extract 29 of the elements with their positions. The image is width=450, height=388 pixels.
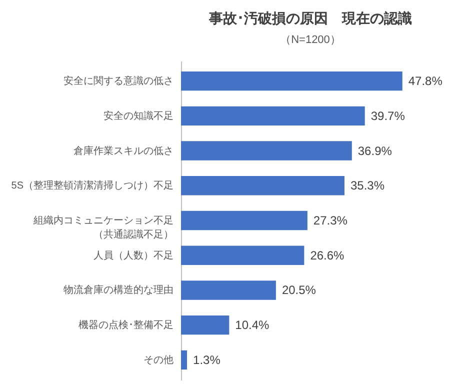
bar [181, 210, 308, 230]
bar [181, 176, 344, 196]
bar [181, 106, 365, 126]
data-label: 10.4% [235, 318, 270, 332]
y-tick-label: 安全の知識不足 [104, 110, 174, 122]
bar [181, 141, 352, 160]
bar [181, 350, 188, 370]
bar [181, 316, 230, 335]
y-tick-label: 組織内コミュニケーション不足（共通認識不足） [32, 214, 174, 240]
chart-title: 事故･汚破損の原因 現在の認識 [208, 10, 412, 26]
y-tick-label: 物流倉庫の構造的な理由 [64, 284, 174, 296]
data-label: 27.3% [313, 214, 348, 228]
y-tick-label: 倉庫作業スキルの低さ [74, 144, 174, 157]
bar [181, 280, 276, 300]
y-tick-label: 人員（人数）不足 [94, 250, 174, 262]
data-label: 35.3% [350, 178, 385, 193]
y-tick-label: 機器の点検･整備不足 [78, 319, 174, 332]
data-label: 39.7% [370, 108, 406, 123]
data-label: 36.9% [358, 144, 392, 158]
y-tick-label: 5S（整理整頓清潔清掃しつけ）不足 [11, 180, 174, 192]
data-label: 20.5% [282, 283, 316, 298]
chart-subtitle: （N=1200） [280, 34, 341, 46]
y-tick-label: その他 [144, 354, 174, 366]
data-label: 1.3% [193, 352, 221, 367]
y-tick-label: 安全に関する意識の低さ [64, 75, 174, 88]
data-label: 47.8% [408, 74, 443, 88]
bar [181, 246, 304, 265]
data-label: 26.6% [310, 248, 345, 262]
bar [181, 71, 402, 91]
